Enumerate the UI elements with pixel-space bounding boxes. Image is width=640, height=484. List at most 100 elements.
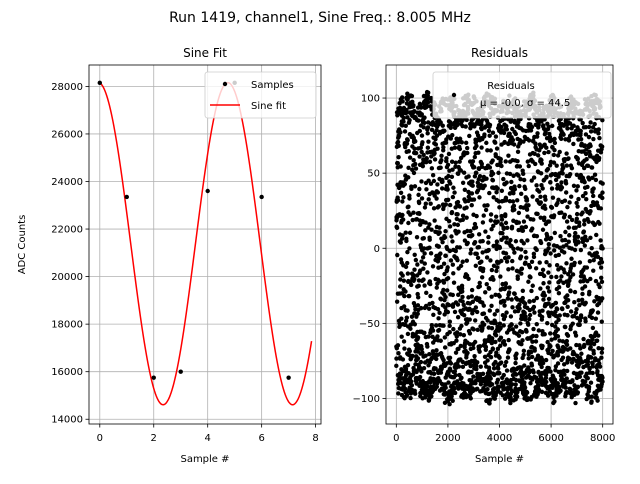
residual-point bbox=[555, 307, 560, 312]
residual-point bbox=[591, 341, 597, 347]
residual-point bbox=[442, 345, 448, 350]
residual-point bbox=[548, 251, 553, 256]
residual-point bbox=[485, 358, 490, 363]
sample-point bbox=[97, 80, 102, 86]
residual-point bbox=[484, 140, 489, 146]
residual-point bbox=[456, 364, 462, 369]
residual-point bbox=[447, 329, 452, 335]
residual-point bbox=[445, 162, 451, 168]
residual-point bbox=[529, 363, 535, 368]
residual-point bbox=[504, 259, 510, 264]
residual-point bbox=[583, 379, 588, 384]
residual-point bbox=[576, 240, 581, 245]
residual-point bbox=[431, 371, 437, 377]
residual-point bbox=[532, 310, 537, 315]
residual-point bbox=[546, 296, 552, 302]
residual-point bbox=[533, 339, 539, 344]
residual-point bbox=[435, 307, 441, 312]
residual-point bbox=[443, 202, 448, 207]
legend-residuals-marker bbox=[451, 92, 457, 98]
residual-point bbox=[578, 346, 583, 351]
residuals-y-tick-label: 100 bbox=[361, 94, 380, 105]
residual-point bbox=[403, 366, 409, 371]
residual-point bbox=[511, 203, 517, 209]
residual-point bbox=[578, 247, 584, 253]
residual-point bbox=[422, 120, 427, 126]
residual-point bbox=[396, 391, 401, 396]
residual-point bbox=[581, 229, 587, 234]
residual-point bbox=[502, 298, 507, 304]
residual-point bbox=[565, 204, 570, 210]
residual-point bbox=[484, 176, 489, 181]
residual-point bbox=[451, 326, 456, 332]
residual-point bbox=[600, 117, 605, 123]
residual-point bbox=[407, 196, 412, 201]
residual-point bbox=[449, 159, 455, 164]
residual-point bbox=[562, 237, 568, 243]
sine-fit-ticks: 0 2 4 6 8 14000 16000 18000 20000 22000 24000 26000… bbox=[51, 82, 319, 444]
residual-point bbox=[422, 251, 427, 256]
residual-point bbox=[573, 333, 579, 338]
residual-point bbox=[591, 351, 596, 356]
residual-point bbox=[394, 356, 399, 361]
residual-point bbox=[427, 159, 433, 164]
residual-point bbox=[518, 177, 523, 182]
residual-point bbox=[472, 154, 478, 160]
residual-point bbox=[473, 378, 479, 383]
residual-point bbox=[563, 190, 569, 195]
residual-point bbox=[425, 125, 431, 130]
sine-fit-y-axis-label: ADC Counts bbox=[17, 215, 28, 275]
residual-point bbox=[583, 132, 589, 137]
residual-point bbox=[417, 268, 423, 273]
residual-point bbox=[582, 180, 587, 185]
residual-point bbox=[541, 281, 546, 286]
residual-point bbox=[467, 133, 472, 139]
residuals-y-tick-label: −50 bbox=[359, 319, 380, 330]
residual-point bbox=[530, 339, 535, 344]
residual-point bbox=[589, 355, 594, 360]
residual-point bbox=[540, 328, 545, 334]
residual-point bbox=[504, 123, 509, 129]
residual-point bbox=[403, 123, 408, 128]
residual-point bbox=[418, 222, 423, 227]
residual-point bbox=[588, 235, 593, 241]
residual-point bbox=[405, 260, 410, 266]
residual-point bbox=[554, 274, 559, 280]
residual-point bbox=[425, 131, 430, 136]
residual-point bbox=[552, 136, 557, 142]
residual-point bbox=[521, 177, 527, 183]
residual-point bbox=[577, 322, 582, 327]
residual-point bbox=[493, 321, 498, 326]
residual-point bbox=[524, 198, 530, 203]
residual-point bbox=[412, 146, 417, 151]
residual-point bbox=[474, 170, 479, 176]
residual-point bbox=[434, 196, 439, 201]
residual-point bbox=[473, 318, 478, 323]
residual-point bbox=[443, 229, 448, 234]
residual-point bbox=[461, 312, 467, 318]
residual-point bbox=[498, 343, 503, 348]
residual-point bbox=[422, 283, 427, 288]
residuals-y-tick-label: 0 bbox=[374, 244, 380, 255]
residual-point bbox=[504, 127, 510, 132]
residual-point bbox=[453, 160, 458, 165]
residual-point bbox=[569, 256, 574, 261]
residual-point bbox=[580, 193, 586, 199]
residual-point bbox=[418, 359, 424, 365]
residual-point bbox=[590, 325, 596, 331]
residual-point bbox=[440, 239, 445, 245]
residual-point bbox=[526, 163, 531, 169]
residual-point bbox=[487, 165, 493, 170]
sample-point bbox=[205, 188, 210, 194]
residual-point bbox=[519, 342, 524, 347]
residual-point bbox=[452, 369, 458, 374]
residual-point bbox=[495, 186, 500, 191]
residual-point bbox=[548, 343, 553, 349]
residual-point bbox=[499, 163, 504, 169]
residual-point bbox=[408, 379, 414, 384]
residual-point bbox=[468, 247, 474, 252]
residual-point bbox=[438, 338, 443, 343]
residual-point bbox=[429, 166, 435, 171]
residual-point bbox=[559, 274, 564, 279]
residual-point bbox=[471, 165, 477, 170]
